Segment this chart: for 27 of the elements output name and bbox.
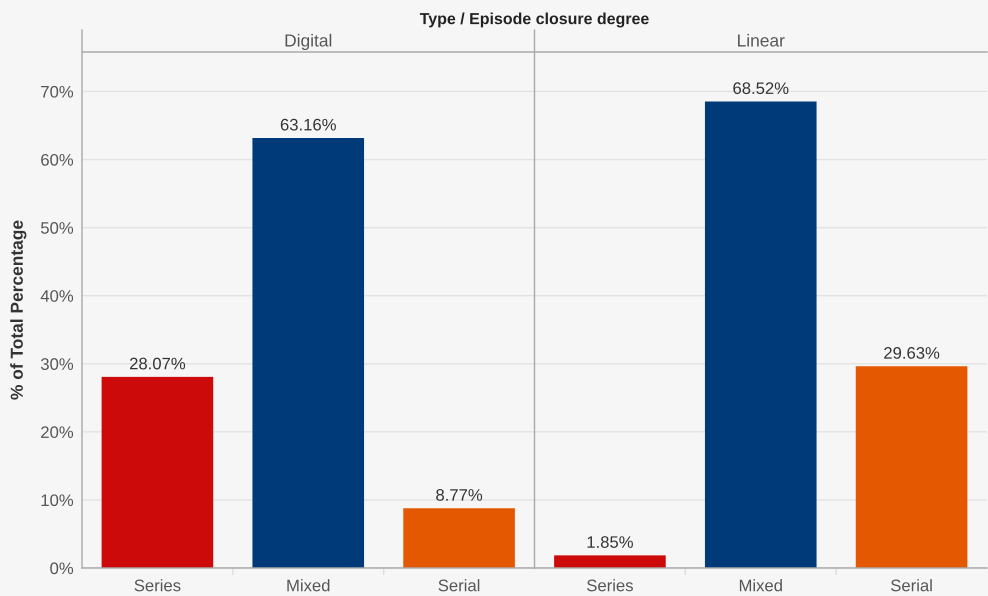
y-tick-label: 20% — [41, 426, 74, 438]
data-label: 28.07% — [130, 358, 186, 370]
x-tick-label: Mixed — [287, 579, 330, 592]
data-label: 1.85% — [588, 536, 633, 548]
bar — [403, 508, 515, 568]
x-tick-label: Series — [134, 579, 180, 592]
bar — [252, 138, 364, 568]
chart-title: Digital — [286, 34, 332, 50]
x-tick-label: Mixed — [740, 579, 782, 592]
y-tick-label: 30% — [40, 358, 74, 370]
data-label: 29.63% — [884, 347, 940, 359]
y-tick-label: 50% — [40, 222, 74, 234]
bar — [102, 376, 214, 568]
y-tick-label: 70% — [41, 86, 74, 98]
x-tick-label: Serial — [891, 579, 932, 592]
x-tick-label: Series — [587, 579, 633, 592]
y-tick-label: 60% — [41, 154, 74, 166]
y-tick-label: 0% — [50, 562, 74, 574]
y-tick-label: 10% — [42, 494, 74, 506]
text: Type / Episode closure degree — [420, 12, 649, 28]
y-axis-title: % of Total Percentage — [10, 220, 26, 400]
chart-title: Linear — [738, 34, 785, 47]
data-label: 8.77% — [436, 489, 482, 501]
x-tick-label: Serial — [438, 579, 480, 592]
data-label: 68.52% — [733, 82, 788, 94]
data-label: 63.16% — [280, 118, 336, 131]
y-tick-label: 40% — [40, 290, 74, 302]
